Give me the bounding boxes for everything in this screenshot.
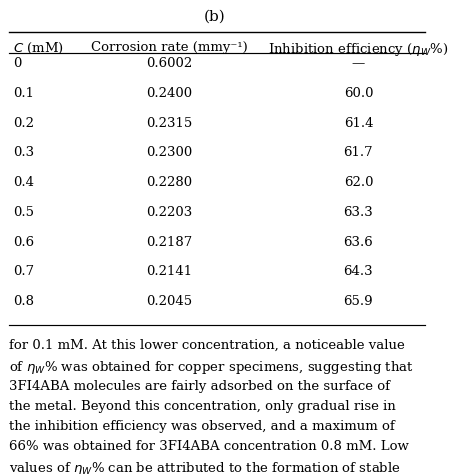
Text: 0.2: 0.2 [13, 117, 34, 129]
Text: 0.5: 0.5 [13, 206, 34, 219]
Text: 61.7: 61.7 [344, 146, 373, 159]
Text: 61.4: 61.4 [344, 117, 373, 129]
Text: 0.4: 0.4 [13, 176, 34, 189]
Text: Inhibition efficiency ($\eta_{W}$%): Inhibition efficiency ($\eta_{W}$%) [268, 41, 448, 58]
Text: 0.2280: 0.2280 [146, 176, 192, 189]
Text: 0.8: 0.8 [13, 295, 34, 308]
Text: 0.2187: 0.2187 [146, 236, 192, 248]
Text: 0.2045: 0.2045 [146, 295, 192, 308]
Text: the inhibition efficiency was observed, and a maximum of: the inhibition efficiency was observed, … [9, 420, 394, 433]
Text: —: — [352, 57, 365, 70]
Text: 66% was obtained for 3FI4ABA concentration 0.8 mM. Low: 66% was obtained for 3FI4ABA concentrati… [9, 440, 409, 453]
Text: 0.6002: 0.6002 [146, 57, 192, 70]
Text: 0.1: 0.1 [13, 87, 34, 100]
Text: 62.0: 62.0 [344, 176, 373, 189]
Text: 0.2400: 0.2400 [146, 87, 192, 100]
Text: 0.2141: 0.2141 [146, 265, 192, 278]
Text: 60.0: 60.0 [344, 87, 373, 100]
Text: 0.3: 0.3 [13, 146, 34, 159]
Text: 65.9: 65.9 [344, 295, 373, 308]
Text: 0.6: 0.6 [13, 236, 34, 248]
Text: 63.6: 63.6 [344, 236, 373, 248]
Text: $C$ (mM): $C$ (mM) [13, 41, 64, 56]
Text: 0.2300: 0.2300 [146, 146, 192, 159]
Text: for 0.1 mM. At this lower concentration, a noticeable value: for 0.1 mM. At this lower concentration,… [9, 339, 404, 352]
Text: 3FI4ABA molecules are fairly adsorbed on the surface of: 3FI4ABA molecules are fairly adsorbed on… [9, 380, 390, 392]
Text: (b): (b) [204, 9, 226, 24]
Text: 63.3: 63.3 [344, 206, 373, 219]
Text: the metal. Beyond this concentration, only gradual rise in: the metal. Beyond this concentration, on… [9, 400, 395, 413]
Text: values of $\eta_{W}$% can be attributed to the formation of stable: values of $\eta_{W}$% can be attributed … [9, 460, 401, 474]
Text: of $\eta_{W}$% was obtained for copper specimens, suggesting that: of $\eta_{W}$% was obtained for copper s… [9, 359, 413, 376]
Text: 0.2203: 0.2203 [146, 206, 192, 219]
Text: 0.7: 0.7 [13, 265, 34, 278]
Text: 0.2315: 0.2315 [146, 117, 192, 129]
Text: Corrosion rate (mmy⁻¹): Corrosion rate (mmy⁻¹) [91, 41, 248, 54]
Text: 64.3: 64.3 [344, 265, 373, 278]
Text: 0: 0 [13, 57, 21, 70]
